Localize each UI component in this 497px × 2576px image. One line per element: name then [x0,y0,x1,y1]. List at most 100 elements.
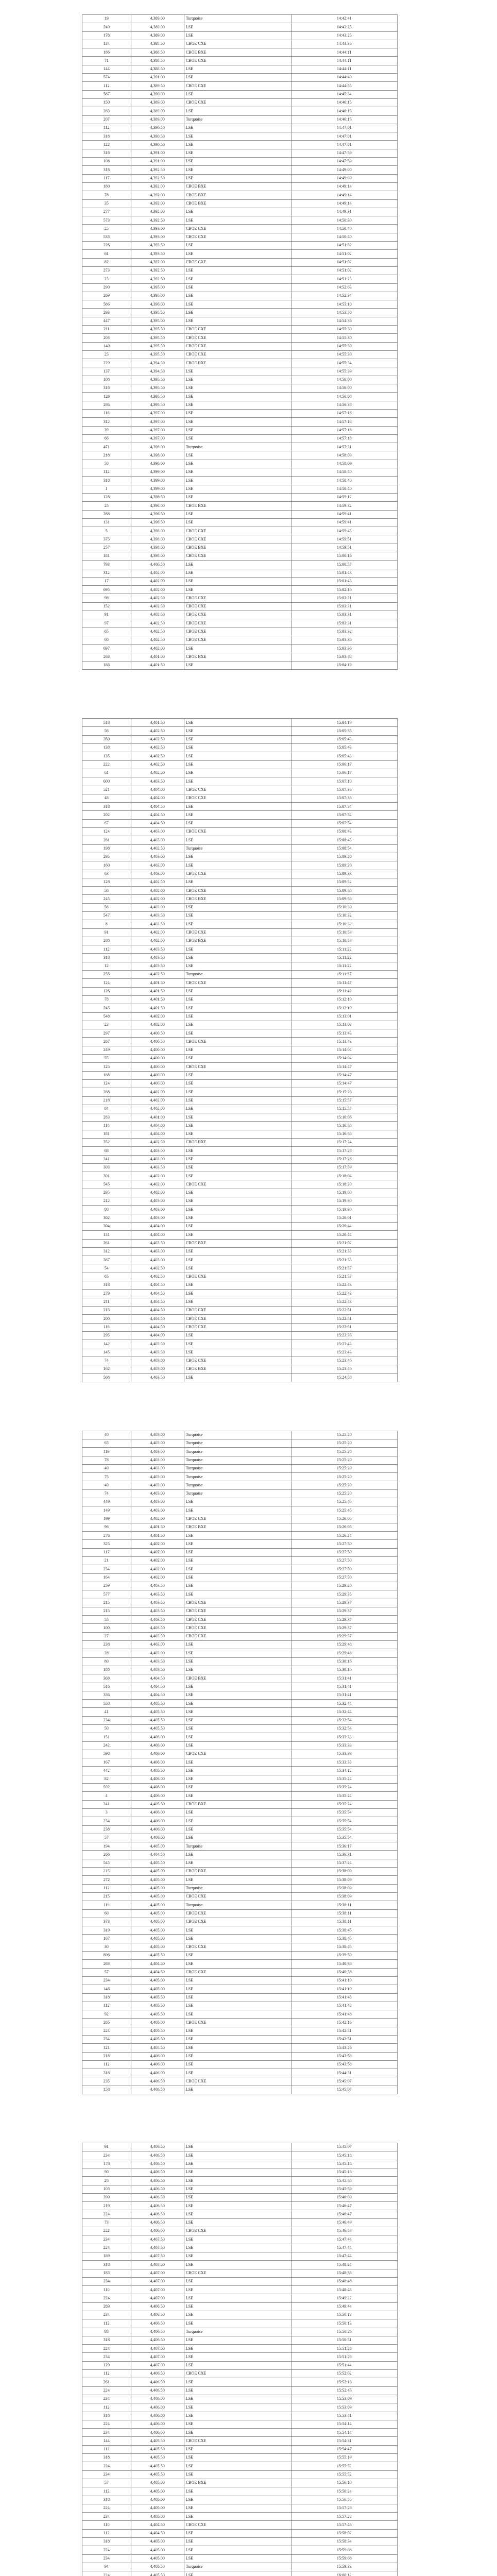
cell-time: 15:47:44 [290,2251,398,2261]
cell-venue: LSE [183,1004,292,1013]
table-row: 112 4,405.00 LSE 15:56:24 [82,2487,398,2496]
cell-venue: CBOE CXE [183,1306,292,1315]
cell-price: 4,403.50 [130,945,184,954]
cell-time: 15:06:17 [290,760,398,769]
cell-vol: 547 [82,911,131,921]
table-row: 318 4,405.00 LSE 15:58:34 [82,2537,398,2547]
table-row: 40 4,403.00 Turquoise 15:25:20 [82,1481,398,1490]
table-row: 449 4,403.00 LSE 15:25:45 [82,1497,398,1507]
table-row: 224 4,406.50 LSE 15:46:47 [82,2210,398,2219]
table-row: 98 4,402.50 CBOE CXE 15:03:31 [82,594,398,603]
cell-time: 15:32:54 [290,1716,398,1725]
table-row: 116 4,404.50 CBOE CXE 15:22:51 [82,1323,398,1332]
cell-vol: 57 [82,2478,131,2488]
table-row: 50 4,405.50 LSE 15:32:54 [82,1724,398,1734]
cell-time: 15:44:31 [290,2069,398,2078]
table-row: 188 4,400.00 LSE 15:14:47 [82,1071,398,1080]
table-row: 131 4,398.50 LSE 14:59:41 [82,518,398,528]
table-row: 65 4,402.50 CBOE CXE 15:03:32 [82,627,398,636]
cell-vol: 336 [82,1690,131,1700]
cell-venue: LSE [183,1104,292,1114]
cell-time: 14:58:09 [290,451,398,460]
cell-time: 15:11:22 [290,961,398,971]
cell-vol: 110 [82,2520,131,2530]
cell-price: 4,402.00 [130,886,184,895]
cell-vol: 518 [82,718,131,727]
cell-vol: 390 [82,2193,131,2202]
cell-time: 14:50:40 [290,224,398,233]
table-row: 218 4,402.00 LSE 15:15:57 [82,1096,398,1105]
table-row: 128 4,402.50 LSE 15:09:52 [82,877,398,887]
cell-price: 4,403.50 [130,1606,184,1616]
cell-time: 15:23:35 [290,1331,398,1341]
cell-venue: LSE [183,1264,292,1273]
cell-venue: LSE [183,1497,292,1507]
table-row: 125 4,400.00 CBOE CXE 15:14:47 [82,1062,398,1072]
cell-vol: 142 [82,1340,131,1349]
cell-time: 15:43:26 [290,2043,398,2053]
cell-price: 4,404.00 [130,1230,184,1240]
cell-price: 4,405.00 [130,1942,184,1952]
table-row: 303 4,403.50 LSE 15:17:59 [82,1163,398,1173]
cell-vol: 224 [82,2546,131,2555]
cell-venue: CBOE CXE [183,1942,292,1952]
cell-venue: LSE [183,1808,292,1818]
cell-vol: 194 [82,1842,131,1851]
cell-price: 4,401.50 [130,718,184,727]
cell-price: 4,404.50 [130,819,184,828]
cell-venue: Turquoise [183,844,292,853]
cell-venue: LSE [183,1556,292,1566]
cell-price: 4,403.00 [130,836,184,845]
cell-venue: LSE [183,660,292,670]
cell-time: 15:52:02 [290,2369,398,2379]
cell-venue: CBOE CXE [183,98,292,108]
cell-vol: 281 [82,836,131,845]
cell-time: 15:23:43 [290,1348,398,1357]
table-row: 128 4,398.50 LSE 14:59:12 [82,493,398,502]
cell-vol: 78 [82,1455,131,1465]
cell-time: 15:49:44 [290,2302,398,2312]
table-row: 27 4,403.50 CBOE CXE 15:29:37 [82,1632,398,1641]
cell-venue: CBOE CXE [183,527,292,536]
cell-vol: 695 [82,585,131,595]
cell-time: 15:59:08 [290,2546,398,2555]
cell-venue: LSE [183,2251,292,2261]
cell-vol: 263 [82,1959,131,1969]
cell-time: 15:25:20 [290,1430,398,1439]
cell-price: 4,406.50 [130,2369,184,2379]
cell-venue: Turquoise [183,1455,292,1465]
cell-venue: CBOE BXE [183,501,292,511]
cell-vol: 3 [82,1808,131,1818]
cell-price: 4,405.50 [130,1716,184,1725]
cell-time: 15:08:43 [290,827,398,837]
cell-price: 4,402.00 [130,936,184,946]
cell-vol: 318 [82,132,131,141]
cell-venue: CBOE CXE [183,1323,292,1332]
table-row: 160 4,403.00 LSE 15:09:20 [82,861,398,870]
table-row: 245 4,402.00 CBOE BXE 15:09:58 [82,894,398,904]
cell-vol: 121 [82,2043,131,2053]
cell-vol: 245 [82,894,131,904]
table-row: 442 4,405.50 LSE 15:34:12 [82,1766,398,1775]
cell-venue: LSE [183,752,292,761]
cell-venue: LSE [183,1146,292,1156]
cell-time: 15:27:50 [290,1539,398,1549]
cell-time: 14:55:34 [290,359,398,368]
cell-price: 4,390.50 [130,140,184,149]
cell-price: 4,404.50 [130,1682,184,1691]
table-row: 263 4,401.00 CBOE BXE 15:03:48 [82,652,398,662]
cell-price: 4,405.50 [130,1766,184,1775]
cell-venue: Turquoise [183,970,292,979]
cell-price: 4,405.00 [130,2495,184,2504]
table-row: 112 4,403.50 LSE 15:11:22 [82,945,398,954]
cell-venue: LSE [183,1079,292,1089]
cell-time: 15:35:24 [290,1774,398,1784]
cell-time: 15:38:09 [290,1875,398,1885]
cell-price: 4,405.50 [130,2445,184,2454]
table-row: 61 4,402.50 LSE 15:06:17 [82,768,398,778]
cell-time: 15:38:09 [290,1867,398,1876]
cell-time: 15:11:22 [290,945,398,954]
cell-vol: 276 [82,1531,131,1540]
table-row: 19 4,389.00 Turquoise 14:42:41 [82,14,398,24]
cell-price: 4,406.00 [130,1733,184,1742]
